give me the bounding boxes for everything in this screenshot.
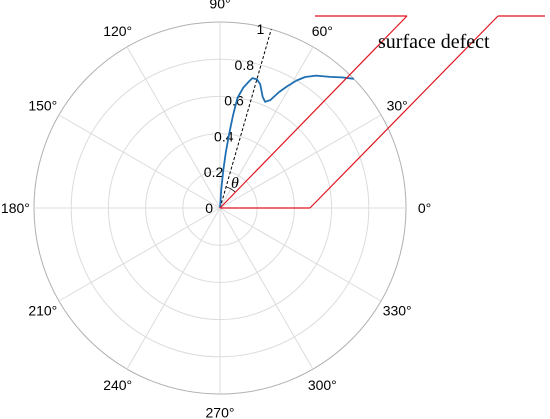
radius-tick-label: 0.8 — [235, 57, 255, 73]
radius-tick-label: 0.2 — [204, 164, 224, 180]
angle-tick-label: 210° — [28, 302, 57, 318]
series-layer — [219, 74, 354, 209]
angle-tick-label: 30° — [387, 98, 408, 114]
grid-spoke — [219, 114, 382, 209]
angle-tick-label: 180° — [1, 200, 30, 216]
grid-spoke — [126, 207, 221, 370]
annotation-layer: θ surface defect — [231, 31, 490, 192]
reference-dashed-line — [219, 29, 272, 209]
angle-tick-labels: 0° 30° 60° 90° 120° 150° 180° 210° 240° 270° 300° 3… — [1, 0, 431, 419]
angle-tick-label: 330° — [383, 302, 412, 318]
grid-spoke — [219, 207, 382, 302]
surface-defect-outline — [219, 15, 545, 209]
angle-tick-label: 150° — [28, 98, 57, 114]
grid-spoke — [126, 46, 221, 209]
grid-spoke — [58, 114, 221, 209]
angle-tick-label: 90° — [209, 0, 230, 11]
angle-tick-label: 240° — [103, 377, 132, 393]
radius-tick-label: 0.6 — [224, 93, 244, 109]
angle-tick-label: 120° — [103, 23, 132, 39]
radius-tick-label: 1 — [256, 21, 264, 37]
defect-edge-inner — [219, 15, 408, 209]
angle-tick-label: 300° — [308, 377, 337, 393]
angle-tick-label: 0° — [418, 200, 431, 216]
grid-spoke — [219, 207, 314, 370]
grid-spoke — [219, 46, 314, 209]
radius-tick-label: 0 — [205, 200, 213, 216]
grid-spoke — [58, 207, 221, 302]
angle-tick-label: 60° — [312, 23, 333, 39]
surface-defect-label: surface defect — [378, 31, 490, 53]
angle-spokes — [34, 22, 406, 394]
theta-label: θ — [231, 175, 239, 192]
series-line — [219, 74, 354, 209]
radius-tick-label: 0.4 — [214, 128, 234, 144]
angle-tick-label: 270° — [206, 405, 235, 419]
defect-edge-outer — [309, 15, 499, 209]
